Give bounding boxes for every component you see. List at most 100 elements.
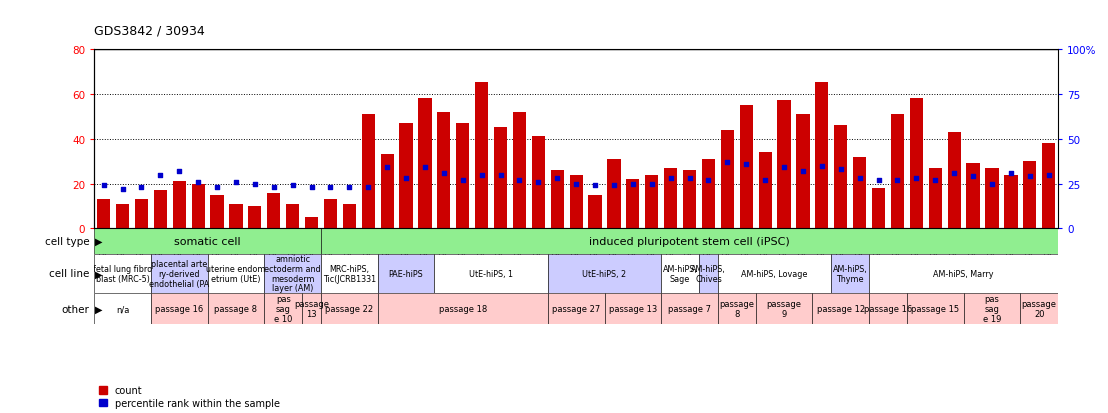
Bar — [891, 114, 904, 229]
Bar — [456, 123, 470, 229]
Text: passage 22: passage 22 — [326, 304, 373, 313]
Bar — [248, 206, 261, 229]
Text: somatic cell: somatic cell — [174, 237, 240, 247]
Bar — [229, 204, 243, 229]
Point — [794, 168, 812, 175]
Bar — [626, 180, 639, 229]
Point — [454, 177, 472, 184]
Point — [208, 184, 226, 191]
Bar — [265, 254, 321, 293]
Text: passage 7: passage 7 — [668, 304, 711, 313]
Bar — [605, 293, 661, 324]
Point — [567, 181, 585, 188]
Point — [246, 181, 264, 188]
Text: pas
sag
e 19: pas sag e 19 — [983, 294, 1002, 323]
Bar — [869, 254, 1058, 293]
Point — [114, 186, 132, 193]
Bar — [834, 126, 848, 229]
Bar — [94, 293, 151, 324]
Bar — [1023, 161, 1036, 229]
Point — [699, 177, 717, 184]
Bar — [192, 184, 205, 229]
Bar — [872, 189, 885, 229]
Text: AM-hiPS,
Thyme: AM-hiPS, Thyme — [833, 264, 868, 283]
Bar — [551, 171, 564, 229]
Point — [605, 183, 623, 189]
Bar — [305, 218, 318, 229]
Bar — [151, 254, 207, 293]
Bar — [321, 229, 1058, 254]
Point — [397, 176, 414, 182]
Text: induced pluripotent stem cell (iPSC): induced pluripotent stem cell (iPSC) — [589, 237, 790, 247]
Point — [661, 176, 679, 182]
Point — [340, 184, 358, 191]
Point — [643, 181, 660, 188]
Point — [680, 176, 698, 182]
Text: cell type: cell type — [44, 237, 90, 247]
Point — [757, 177, 774, 184]
Point — [302, 184, 320, 191]
Bar — [286, 204, 299, 229]
Bar — [947, 133, 961, 229]
Bar — [94, 254, 151, 293]
Point — [133, 184, 151, 191]
Point — [776, 165, 793, 171]
Text: uterine endom
etrium (UtE): uterine endom etrium (UtE) — [206, 264, 266, 283]
Text: passage 12: passage 12 — [817, 304, 865, 313]
Bar — [985, 169, 998, 229]
Text: AM-hiPS, Marry: AM-hiPS, Marry — [933, 269, 994, 278]
Text: passage
8: passage 8 — [719, 299, 755, 318]
Point — [435, 170, 453, 177]
Text: passage 16: passage 16 — [864, 304, 912, 313]
Text: n/a: n/a — [116, 304, 130, 313]
Text: passage
9: passage 9 — [767, 299, 801, 318]
Text: pas
sag
e 10: pas sag e 10 — [274, 294, 293, 323]
Point — [530, 179, 547, 185]
Point — [907, 176, 925, 182]
Bar — [797, 114, 810, 229]
Bar — [419, 99, 431, 229]
Bar — [475, 83, 489, 229]
Bar — [607, 159, 620, 229]
Bar — [683, 171, 696, 229]
Text: PAE-hiPS: PAE-hiPS — [389, 269, 423, 278]
Bar — [910, 99, 923, 229]
Bar — [645, 175, 658, 229]
Bar — [116, 204, 130, 229]
Point — [417, 165, 434, 171]
Text: UtE-hiPS, 2: UtE-hiPS, 2 — [583, 269, 627, 278]
Bar — [718, 293, 756, 324]
Point — [983, 181, 1001, 188]
Point — [95, 183, 113, 189]
Bar — [94, 229, 321, 254]
Bar — [154, 191, 167, 229]
Text: AM-hiPS, Lovage: AM-hiPS, Lovage — [741, 269, 808, 278]
Point — [378, 165, 396, 171]
Bar — [720, 130, 733, 229]
Point — [945, 170, 963, 177]
Point — [738, 161, 756, 168]
Bar — [966, 164, 979, 229]
Bar — [265, 293, 302, 324]
Bar — [98, 200, 111, 229]
Text: placental arte
ry-derived
endothelial (PA: placental arte ry-derived endothelial (P… — [150, 260, 209, 288]
Text: passage
13: passage 13 — [294, 299, 329, 318]
Bar — [1020, 293, 1058, 324]
Bar — [532, 137, 545, 229]
Bar — [438, 112, 451, 229]
Bar — [494, 128, 507, 229]
Bar — [570, 175, 583, 229]
Point — [832, 166, 850, 173]
Bar — [547, 254, 661, 293]
Bar — [756, 293, 812, 324]
Point — [152, 172, 170, 178]
Point — [227, 179, 245, 185]
Bar — [324, 200, 337, 229]
Text: passage 15: passage 15 — [911, 304, 960, 313]
Bar — [1042, 144, 1055, 229]
Text: AM-hiPS,
Chives: AM-hiPS, Chives — [691, 264, 726, 283]
Text: passage 27: passage 27 — [552, 304, 601, 313]
Text: amniotic
ectoderm and
mesoderm
layer (AM): amniotic ectoderm and mesoderm layer (AM… — [265, 255, 321, 293]
Text: passage 13: passage 13 — [608, 304, 657, 313]
Bar — [964, 293, 1020, 324]
